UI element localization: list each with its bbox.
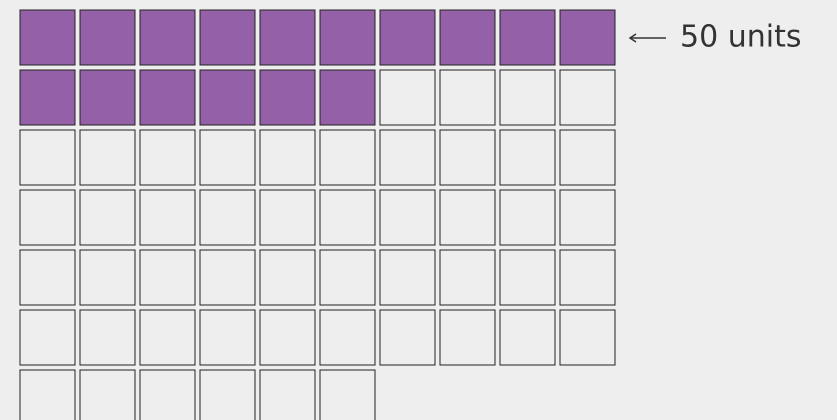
empty-unit: [559, 129, 616, 186]
empty-unit: [379, 309, 436, 366]
empty-unit: [199, 189, 256, 246]
empty-unit: [559, 69, 616, 126]
empty-unit: [199, 249, 256, 306]
filled-unit: [259, 69, 316, 126]
filled-unit: [559, 9, 616, 66]
empty-unit: [139, 369, 196, 420]
empty-unit: [199, 309, 256, 366]
empty-unit: [259, 129, 316, 186]
empty-unit: [259, 369, 316, 420]
filled-unit: [19, 69, 76, 126]
empty-unit: [439, 249, 496, 306]
empty-unit: [439, 189, 496, 246]
filled-unit: [199, 9, 256, 66]
empty-unit: [379, 189, 436, 246]
annotation: 50 units: [680, 20, 801, 55]
empty-unit: [319, 309, 376, 366]
empty-unit: [199, 129, 256, 186]
empty-unit: [79, 309, 136, 366]
empty-unit: [439, 129, 496, 186]
empty-unit: [259, 189, 316, 246]
filled-unit: [499, 9, 556, 66]
empty-unit: [379, 249, 436, 306]
empty-unit: [379, 129, 436, 186]
empty-unit: [499, 189, 556, 246]
filled-unit: [319, 69, 376, 126]
empty-unit: [319, 369, 376, 420]
empty-unit: [559, 249, 616, 306]
filled-unit: [379, 9, 436, 66]
empty-unit: [19, 249, 76, 306]
empty-unit: [139, 309, 196, 366]
empty-unit: [79, 369, 136, 420]
empty-unit: [79, 249, 136, 306]
empty-unit: [439, 309, 496, 366]
filled-unit: [259, 9, 316, 66]
empty-unit: [559, 189, 616, 246]
filled-unit: [19, 9, 76, 66]
filled-unit: [79, 69, 136, 126]
empty-unit: [499, 309, 556, 366]
filled-unit: [319, 9, 376, 66]
empty-unit: [139, 189, 196, 246]
empty-unit: [79, 129, 136, 186]
empty-unit: [19, 129, 76, 186]
empty-unit: [259, 309, 316, 366]
empty-unit: [139, 249, 196, 306]
annotation-arrowhead: [628, 33, 637, 43]
empty-unit: [79, 189, 136, 246]
empty-unit: [19, 309, 76, 366]
empty-unit: [319, 249, 376, 306]
empty-unit: [19, 369, 76, 420]
empty-unit: [439, 69, 496, 126]
empty-unit: [559, 309, 616, 366]
filled-unit: [199, 69, 256, 126]
empty-unit: [19, 189, 76, 246]
empty-unit: [319, 129, 376, 186]
filled-unit: [439, 9, 496, 66]
filled-unit: [79, 9, 136, 66]
filled-unit: [139, 9, 196, 66]
empty-unit: [199, 369, 256, 420]
empty-unit: [499, 249, 556, 306]
empty-unit: [139, 129, 196, 186]
empty-unit: [259, 249, 316, 306]
empty-unit: [499, 69, 556, 126]
empty-unit: [379, 69, 436, 126]
filled-unit: [139, 69, 196, 126]
empty-unit: [499, 129, 556, 186]
empty-unit: [319, 189, 376, 246]
